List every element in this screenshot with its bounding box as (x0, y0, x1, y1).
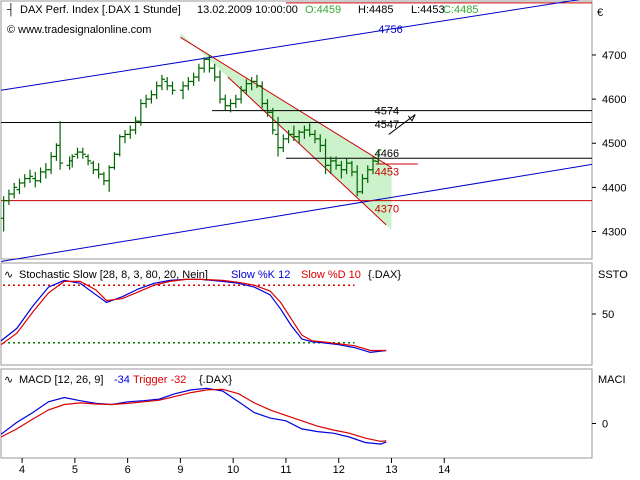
ohlc-bar (201, 57, 208, 73)
ohlc-bar (5, 189, 12, 206)
ohlc-bar (132, 116, 139, 135)
ohlc-bar (74, 147, 81, 159)
stoch-right-label: SSTO (598, 269, 628, 281)
stoch-suffix: {.DAX} (368, 269, 401, 281)
header-datetime: 13.02.2009 10:00:00 (197, 4, 298, 16)
header-icon: ┤ (6, 2, 15, 17)
macd-title: MACD [12, 26, 9] (19, 374, 103, 386)
level-label-4466: 4466 (375, 148, 399, 160)
ohlc-bar (153, 81, 160, 100)
x-tick-label: 6 (125, 464, 131, 476)
header-low: L:4453 (411, 4, 445, 16)
macd-icon: ∿ (4, 374, 13, 386)
ohlc-bar (280, 134, 287, 153)
ohlc-bar (42, 163, 49, 179)
ohlc-bar (21, 174, 28, 188)
price-ytick-label: 4300 (602, 227, 626, 239)
ohlc-bar (195, 63, 202, 82)
macd-value-label: -34 (114, 374, 130, 386)
ohlc-bar (216, 70, 223, 104)
level-label-4547: 4547 (375, 119, 399, 131)
x-tick-label: 9 (177, 464, 183, 476)
ohlc-bar (16, 178, 23, 194)
header-high: H:4485 (358, 4, 393, 16)
stoch-icon: ∿ (4, 269, 13, 281)
ohlc-bar (143, 94, 150, 108)
macd-right-label: MACI (598, 374, 626, 386)
ohlc-bar (100, 171, 107, 186)
ohlc-bar (122, 130, 129, 144)
ohlc-bar (190, 72, 197, 86)
x-tick-label: 5 (72, 464, 78, 476)
price-ytick-label: 4500 (602, 138, 626, 150)
stoch-ytick-label: 50 (602, 309, 614, 321)
currency-symbol: € (597, 7, 603, 19)
header-close: C:4485 (443, 4, 478, 16)
macd-suffix: {.DAX} (199, 374, 232, 386)
ohlc-bar (106, 165, 113, 192)
trendline-0 (0, 0, 580, 91)
ohlc-bar (85, 154, 92, 166)
ohlc-bar (116, 134, 123, 157)
ohlc-bar (69, 154, 76, 168)
ohlc-bar (57, 121, 64, 170)
x-tick-label: 10 (227, 464, 239, 476)
header-open: O:4459 (305, 4, 341, 16)
price-ytick-label: 4600 (602, 94, 626, 106)
price-ytick-label: 4400 (602, 182, 626, 194)
ohlc-bar (222, 94, 229, 111)
ohlc-bar (232, 94, 239, 108)
ohlc-bar (27, 169, 34, 183)
price-panel-frame (0, 0, 593, 260)
ohlc-bar (48, 152, 55, 175)
ohlc-bar (79, 147, 86, 159)
ohlc-bar (269, 107, 276, 135)
ohlc-bar (148, 90, 155, 104)
x-tick-label: 14 (438, 464, 450, 476)
ohlc-bar (127, 125, 134, 139)
x-tick-label: 4 (19, 464, 25, 476)
projection-arrow-line (388, 114, 416, 135)
macd-line (0, 387, 387, 445)
ohlc-bar (137, 99, 144, 126)
stoch-k-label: Slow %K 12 (231, 269, 290, 281)
watermark-text: © www.tradesignalonline.com (7, 24, 151, 36)
stoch-title: Stochastic Slow [28, 8, 3, 80, 20, Nein] (19, 269, 208, 281)
macd-trigger-label: Trigger -32 (133, 374, 186, 386)
ohlc-bar (180, 81, 187, 100)
level-label-4370: 4370 (375, 204, 399, 216)
ohlc-bar (164, 77, 171, 91)
level-label-4453: 4453 (375, 166, 399, 178)
ohlc-bar (32, 171, 39, 188)
ohlc-bar (375, 149, 382, 164)
ohlc-bar (0, 196, 7, 232)
ohlc-bar (90, 160, 97, 175)
macd-panel-frame (0, 368, 593, 459)
ohlc-bar (111, 152, 118, 170)
channel-upper-line (180, 36, 392, 168)
stoch-k-line (0, 278, 387, 354)
price-ytick-label: 4700 (602, 50, 626, 62)
macd-ytick-label: 0 (602, 418, 608, 430)
stoch-d-line (0, 278, 387, 352)
ohlc-bar (95, 163, 102, 179)
ohlc-bar (158, 74, 165, 91)
ohlc-bar (185, 77, 192, 91)
projection-arrow-head (407, 114, 416, 122)
ohlc-bar (37, 167, 44, 183)
trendline-1 (0, 163, 593, 263)
x-tick-label: 13 (385, 464, 397, 476)
x-tick-label: 11 (280, 464, 291, 476)
stoch-d-label: Slow %D 10 (301, 269, 361, 281)
header-instrument: DAX Perf. Index [.DAX 1 Stunde] (20, 4, 181, 16)
level-label-4574: 4574 (375, 106, 399, 118)
ohlc-bar (11, 182, 18, 199)
x-tick-label: 12 (333, 464, 345, 476)
trendline-label-0: 4756 (378, 24, 402, 36)
macd-trigger-line (0, 388, 387, 443)
ohlc-bar (169, 81, 176, 95)
